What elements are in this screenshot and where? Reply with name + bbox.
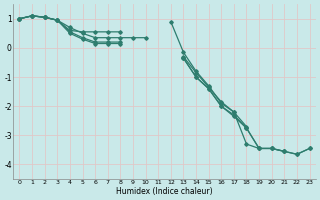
X-axis label: Humidex (Indice chaleur): Humidex (Indice chaleur) bbox=[116, 187, 213, 196]
